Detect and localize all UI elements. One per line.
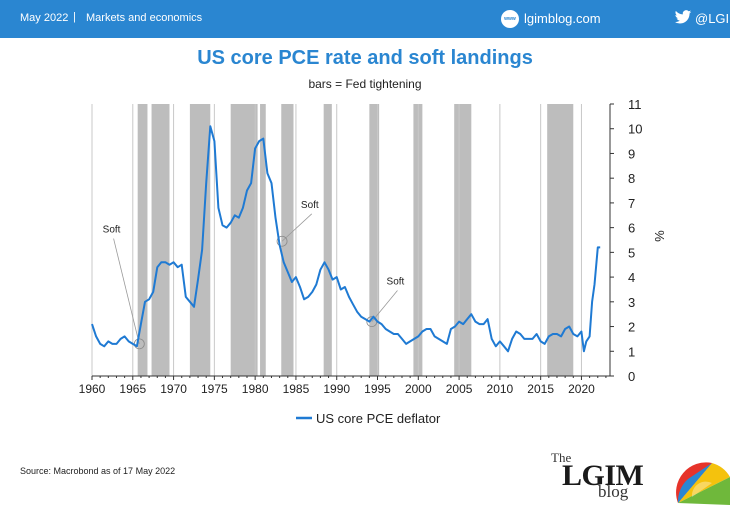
y-tick-label-8: 8: [628, 171, 635, 186]
logo-lgim: LGIM: [562, 459, 644, 492]
tightening-bar-2: [189, 104, 211, 376]
header-section[interactable]: Markets and economics: [86, 12, 203, 24]
y-tick-label-3: 3: [628, 295, 635, 310]
y-tick-label-7: 7: [628, 196, 635, 211]
x-tick-label-1985: 1985: [283, 382, 310, 396]
header-separator: |: [73, 11, 76, 23]
x-tick-label-1965: 1965: [119, 382, 146, 396]
x-tick-label-1960: 1960: [79, 382, 106, 396]
twitter-handle[interactable]: @LGIM: [695, 11, 730, 26]
annotation-leader-1: [281, 213, 313, 242]
y-tick-label-1: 1: [628, 344, 635, 359]
y-tick-label-2: 2: [628, 320, 635, 335]
tightening-bar-10: [547, 104, 574, 376]
series-line-0: [91, 125, 601, 353]
header-date: May 2022: [20, 12, 69, 24]
annotation-marker-1: [276, 235, 288, 247]
x-tick-label-1970: 1970: [160, 382, 187, 396]
logo-blog: blog: [598, 482, 629, 501]
x-tick-label-1980: 1980: [242, 382, 269, 396]
twitter-bird-icon[interactable]: [674, 8, 692, 26]
x-tick-label-1995: 1995: [364, 382, 391, 396]
annotation-leader-2: [371, 290, 398, 322]
source-note: Source: Macrobond as of 17 May 2022: [20, 466, 176, 476]
x-tick-label-1990: 1990: [323, 382, 350, 396]
www-icon: www: [501, 10, 519, 28]
tightening-bar-4: [260, 104, 266, 376]
x-tick-label-2005: 2005: [446, 382, 473, 396]
tightening-bar-6: [323, 104, 332, 376]
tightening-bar-0: [137, 104, 148, 376]
tightening-bar-1: [151, 104, 170, 376]
umbrella-icon: [676, 462, 730, 505]
tightening-bar-9: [454, 104, 472, 376]
tightening-bar-5: [281, 104, 294, 376]
chart-title: US core PCE rate and soft landings: [197, 47, 533, 69]
y-tick-label-5: 5: [628, 245, 635, 260]
tightening-bar-7: [369, 104, 380, 376]
x-tick-label-1975: 1975: [201, 382, 228, 396]
y-tick-label-6: 6: [628, 221, 635, 236]
y-tick-label-9: 9: [628, 146, 635, 161]
y-axis-label: %: [652, 230, 667, 242]
lgim-blog-logo: The LGIM blog: [540, 447, 730, 505]
logo-the: The: [551, 450, 572, 465]
tightening-bar-3: [230, 104, 258, 376]
header-bar: May 2022 | Markets and economics www lgi…: [0, 0, 730, 38]
blog-link[interactable]: lgimblog.com: [524, 11, 601, 26]
chart-subtitle: bars = Fed tightening: [308, 77, 422, 91]
y-tick-label-4: 4: [628, 270, 635, 285]
y-tick-label-10: 10: [628, 122, 642, 137]
x-tick-label-2000: 2000: [405, 382, 432, 396]
y-tick-label-11: 11: [628, 97, 642, 112]
x-tick-label-2015: 2015: [527, 382, 554, 396]
x-tick-label-2020: 2020: [568, 382, 595, 396]
annotation-leader-0: [113, 238, 140, 344]
x-tick-label-2010: 2010: [487, 382, 514, 396]
annotation-label-1: Soft: [301, 200, 319, 211]
legend-label: US core PCE deflator: [316, 411, 441, 426]
y-tick-label-0: 0: [628, 369, 635, 384]
annotation-label-2: Soft: [387, 277, 405, 288]
annotation-label-0: Soft: [103, 225, 121, 236]
